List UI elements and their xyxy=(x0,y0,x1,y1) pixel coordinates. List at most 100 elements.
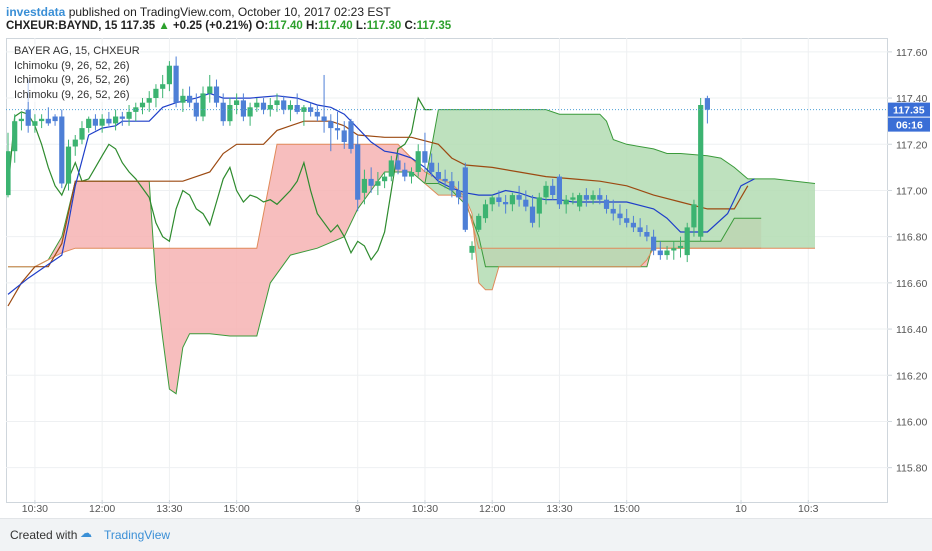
cloud-bullish xyxy=(424,109,815,290)
candle-body xyxy=(395,160,401,170)
candle-body xyxy=(630,222,636,228)
x-axis-tick-label: 10:3 xyxy=(798,503,819,515)
candle-body xyxy=(624,218,630,223)
x-axis-tick-label: 13:30 xyxy=(546,503,572,515)
candle-body xyxy=(220,102,226,122)
candle-body xyxy=(529,206,536,223)
candle-body xyxy=(18,118,24,122)
candle-body xyxy=(456,190,462,198)
candle-body xyxy=(106,118,112,124)
candle-body xyxy=(489,197,495,205)
candle-body xyxy=(368,178,374,186)
last-price-badge xyxy=(888,102,930,117)
candle-body xyxy=(146,98,152,103)
candle-body xyxy=(550,185,556,195)
y-axis-tick-label: 116.80 xyxy=(896,232,927,244)
high-value: 117.40 xyxy=(318,20,353,32)
legend-title: BAYER AG, 15, CHXEUR xyxy=(14,44,140,59)
open-label: O: xyxy=(255,20,269,32)
chart-header: investdata published on TradingView.com,… xyxy=(0,0,932,38)
candle-body xyxy=(496,197,502,202)
candle-body xyxy=(684,227,690,256)
candle-body xyxy=(193,102,199,117)
candle-body xyxy=(321,116,327,122)
candle-body xyxy=(435,172,441,179)
legend-indicator[interactable]: Ichimoku (9, 26, 52, 26) xyxy=(14,87,140,102)
y-axis-tick-label: 116.20 xyxy=(896,370,927,382)
candle-body xyxy=(556,176,562,205)
candle-body xyxy=(348,121,354,149)
candle-body xyxy=(52,116,58,122)
chart-legend: BAYER AG, 15, CHXEUR Ichimoku (9, 26, 52… xyxy=(14,44,140,102)
price-chart[interactable]: 117.60 117.40 117.20 117.00 116.80 116.60 116.… xyxy=(0,38,932,518)
candle-body xyxy=(39,118,45,122)
candle-body xyxy=(65,146,72,184)
last-price-badge-label: 117.35 xyxy=(893,105,925,117)
x-axis-tick-label: 12:00 xyxy=(479,503,505,515)
candle-body xyxy=(294,105,300,112)
candle-body xyxy=(503,202,509,205)
candle-body xyxy=(563,199,569,205)
candle-body xyxy=(59,116,65,184)
candle-body xyxy=(79,128,85,140)
legend-indicator[interactable]: Ichimoku (9, 26, 52, 26) xyxy=(14,58,140,73)
candle-body xyxy=(180,95,186,103)
publish-info: published on TradingView.com, October 10… xyxy=(68,5,391,19)
y-axis-tick-label: 116.00 xyxy=(896,416,927,428)
candle-body xyxy=(187,95,193,103)
candle-body xyxy=(536,197,542,214)
author-link[interactable]: investdata xyxy=(6,5,66,19)
y-axis-tick-label: 116.60 xyxy=(896,278,927,290)
candle-body xyxy=(341,130,347,142)
candle-body xyxy=(287,105,293,110)
close-label: C: xyxy=(404,20,417,32)
last-price: 117.35 xyxy=(120,20,156,32)
candle-body xyxy=(12,121,18,152)
candle-body xyxy=(590,195,596,200)
candle-body xyxy=(704,98,710,110)
candle-body xyxy=(308,107,314,112)
candle-body xyxy=(617,213,623,219)
candle-body xyxy=(247,107,253,117)
high-label: H: xyxy=(305,20,319,32)
candle-body xyxy=(213,86,220,103)
candle-body xyxy=(603,199,610,209)
candle-body xyxy=(402,169,408,177)
candle-body xyxy=(698,105,704,237)
y-axis-tick-label: 115.80 xyxy=(896,463,927,475)
candle-body xyxy=(254,102,260,108)
candle-body xyxy=(637,227,643,232)
candle-body xyxy=(267,105,273,110)
open-value: 117.40 xyxy=(268,20,303,32)
countdown-badge-label: 06:16 xyxy=(896,120,923,132)
candle-body xyxy=(86,118,92,128)
candle-body xyxy=(382,176,388,182)
candle-body xyxy=(543,185,549,198)
symbol-label: CHXEUR:BAYND, 15 xyxy=(6,20,118,32)
candle-body xyxy=(664,250,670,256)
cloud-bearish xyxy=(8,144,762,394)
low-label: L: xyxy=(355,20,367,32)
candle-body xyxy=(644,232,650,237)
tradingview-logo-icon[interactable]: ☁ xyxy=(80,526,92,540)
legend-indicator[interactable]: Ichimoku (9, 26, 52, 26) xyxy=(14,73,140,88)
candle-body xyxy=(415,151,421,172)
candle-body xyxy=(516,195,522,200)
candle-body xyxy=(334,128,341,131)
x-axis-tick-label: 10:30 xyxy=(22,503,48,515)
candle-body xyxy=(240,100,246,117)
candle-body xyxy=(173,65,179,103)
candle-body xyxy=(328,121,334,129)
created-with-label: Created with xyxy=(10,528,78,542)
candle-body xyxy=(361,178,367,193)
candle-body xyxy=(119,116,125,119)
candle-body xyxy=(126,111,132,119)
candle-body xyxy=(281,100,287,110)
candle-body xyxy=(449,181,455,191)
candle-body xyxy=(429,162,435,172)
tradingview-link[interactable]: TradingView xyxy=(104,528,171,542)
candle-body xyxy=(92,118,98,126)
candle-body xyxy=(355,144,361,200)
candle-body xyxy=(99,118,105,126)
close-value: 117.35 xyxy=(416,20,452,32)
